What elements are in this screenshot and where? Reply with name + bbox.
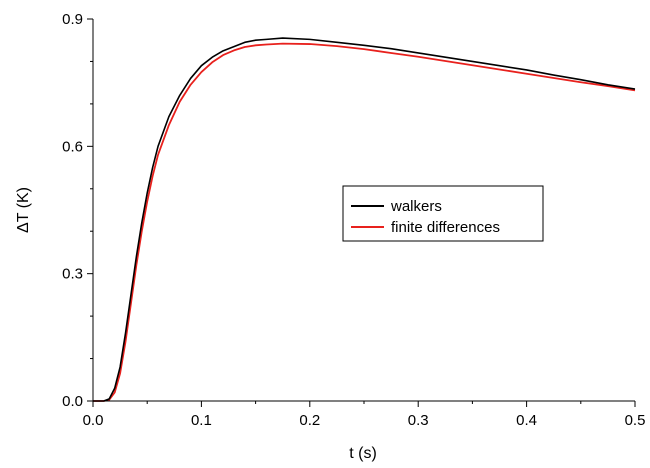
axes: 0.0 0.1 0.2 0.3 0.4 0.5 0.0 0.3 0.6 0.9: [62, 11, 645, 429]
y-tick-label: 0.6: [62, 138, 83, 155]
legend-label-finite-differences: finite differences: [391, 219, 500, 236]
x-tick-label: 0.0: [83, 412, 104, 429]
series-line-walkers: [93, 37, 636, 402]
legend-box: [342, 185, 544, 242]
x-tick-label: 0.1: [191, 412, 212, 429]
x-tick-label: 0.4: [516, 412, 537, 429]
y-axis-title: ΔT (K): [15, 187, 32, 233]
legend-label-walkers: walkers: [390, 198, 442, 215]
x-tick-label: 0.3: [408, 412, 429, 429]
y-tick-label: 0.0: [62, 393, 83, 410]
series-line-finite-differences: [93, 42, 636, 402]
plot-lines: [93, 37, 636, 402]
y-tick-label: 0.3: [62, 266, 83, 283]
y-tick-label: 0.9: [62, 11, 83, 28]
x-tick-label: 0.5: [625, 412, 646, 429]
x-tick-label: 0.2: [299, 412, 320, 429]
x-axis-title: t (s): [349, 445, 377, 462]
legend: walkers finite differences: [342, 185, 544, 242]
